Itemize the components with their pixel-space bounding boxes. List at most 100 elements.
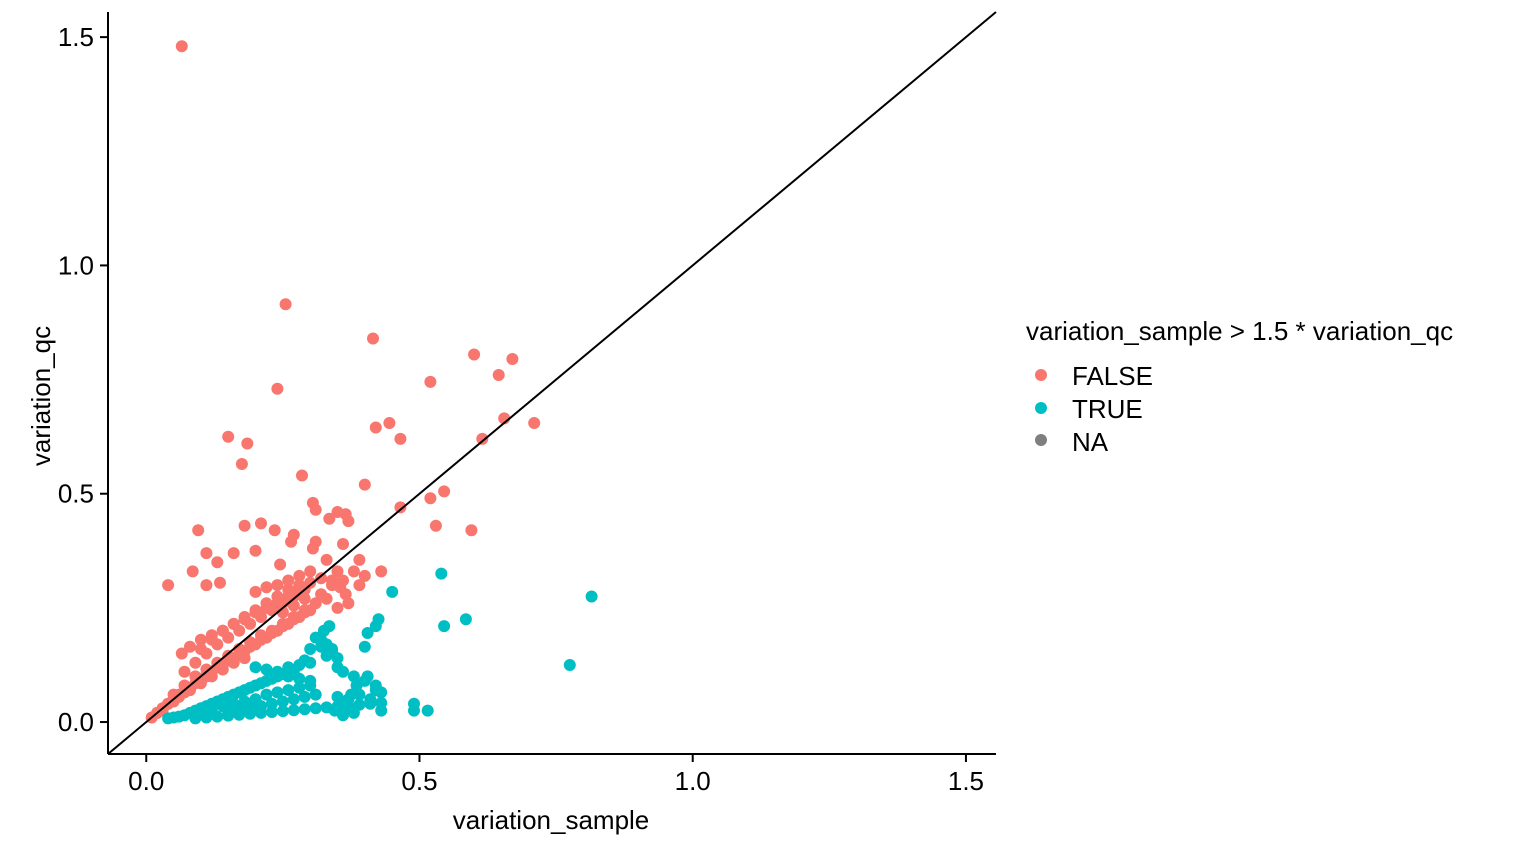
data-point <box>304 674 317 687</box>
data-point <box>375 565 388 578</box>
data-point <box>173 690 185 703</box>
data-point <box>468 348 481 361</box>
data-point <box>268 524 281 537</box>
data-point <box>249 604 262 617</box>
data-point <box>184 640 196 653</box>
data-point <box>200 711 213 724</box>
data-point <box>255 706 267 719</box>
data-point <box>244 707 257 720</box>
data-point <box>287 693 300 706</box>
data-point <box>585 590 598 603</box>
data-point <box>255 633 267 646</box>
data-point <box>189 656 202 669</box>
data-point <box>298 606 311 619</box>
x-tick-label: 1.5 <box>948 766 984 796</box>
data-point <box>287 599 300 612</box>
data-point <box>287 704 300 717</box>
data-point <box>287 613 300 626</box>
legend-label-na: NA <box>1072 427 1109 457</box>
data-point <box>337 709 349 722</box>
data-point <box>326 579 338 592</box>
data-point <box>342 515 355 528</box>
data-point <box>175 647 188 660</box>
legend-key-true <box>1035 402 1047 414</box>
data-point <box>276 620 289 633</box>
data-point <box>369 620 382 633</box>
data-point <box>200 547 213 560</box>
axes: 0.0 0.5 1.0 1.5 0.0 0.5 1.0 1.5 <box>58 12 996 796</box>
legend-key-false <box>1035 369 1047 381</box>
data-point <box>271 382 284 395</box>
data-point <box>320 701 333 714</box>
x-tick-label: 1.0 <box>675 766 711 796</box>
data-point <box>369 421 382 434</box>
data-point <box>192 524 205 537</box>
data-point <box>337 665 349 678</box>
data-point <box>408 697 420 710</box>
data-point <box>304 656 317 669</box>
data-point <box>265 706 278 718</box>
data-point <box>211 556 224 569</box>
data-point <box>296 469 308 482</box>
data-point <box>175 40 188 53</box>
data-point <box>260 688 273 701</box>
data-point <box>276 705 289 718</box>
data-point <box>429 519 442 532</box>
data-point <box>162 579 175 592</box>
plot-area <box>107 11 997 755</box>
data-point <box>342 597 355 610</box>
data-point <box>276 695 289 708</box>
data-point <box>347 706 360 719</box>
data-point <box>186 565 199 578</box>
data-point <box>309 688 322 701</box>
data-point <box>205 633 218 646</box>
data-point <box>424 375 437 388</box>
data-point <box>227 656 240 669</box>
data-point <box>331 700 344 713</box>
data-point <box>200 579 213 592</box>
data-point <box>358 674 371 687</box>
data-point <box>506 353 519 365</box>
x-tick-label: 0.0 <box>128 766 164 796</box>
data-point <box>320 553 333 566</box>
data-point <box>353 688 366 701</box>
series-true <box>162 567 598 725</box>
data-point <box>235 458 248 470</box>
y-axis-title: variation_qc <box>26 326 56 466</box>
data-point <box>331 690 344 703</box>
data-point <box>279 298 292 311</box>
data-point <box>260 581 273 594</box>
data-point <box>260 663 273 676</box>
data-point <box>331 601 344 614</box>
data-point <box>162 712 175 725</box>
data-point <box>345 688 358 701</box>
data-point <box>358 478 371 491</box>
data-point <box>222 430 235 443</box>
data-point <box>216 624 229 637</box>
data-point <box>353 553 366 566</box>
data-point <box>326 643 338 655</box>
data-point <box>227 547 240 560</box>
data-point <box>492 369 505 381</box>
data-point <box>222 709 235 722</box>
data-point <box>323 512 336 525</box>
data-point <box>282 583 295 596</box>
data-point <box>309 503 322 516</box>
data-point <box>260 597 273 610</box>
data-point <box>255 517 267 530</box>
data-point <box>339 588 352 601</box>
data-point <box>205 670 218 683</box>
data-point <box>309 535 322 548</box>
data-point <box>563 659 576 671</box>
data-point <box>347 670 360 683</box>
data-point <box>394 432 407 445</box>
data-point <box>293 672 306 685</box>
data-point <box>337 538 349 550</box>
data-point <box>528 417 541 429</box>
legend-label-false: FALSE <box>1072 361 1153 391</box>
data-point <box>214 576 226 589</box>
legend-label-true: TRUE <box>1072 394 1143 424</box>
data-point <box>424 492 437 505</box>
data-point <box>358 569 371 582</box>
